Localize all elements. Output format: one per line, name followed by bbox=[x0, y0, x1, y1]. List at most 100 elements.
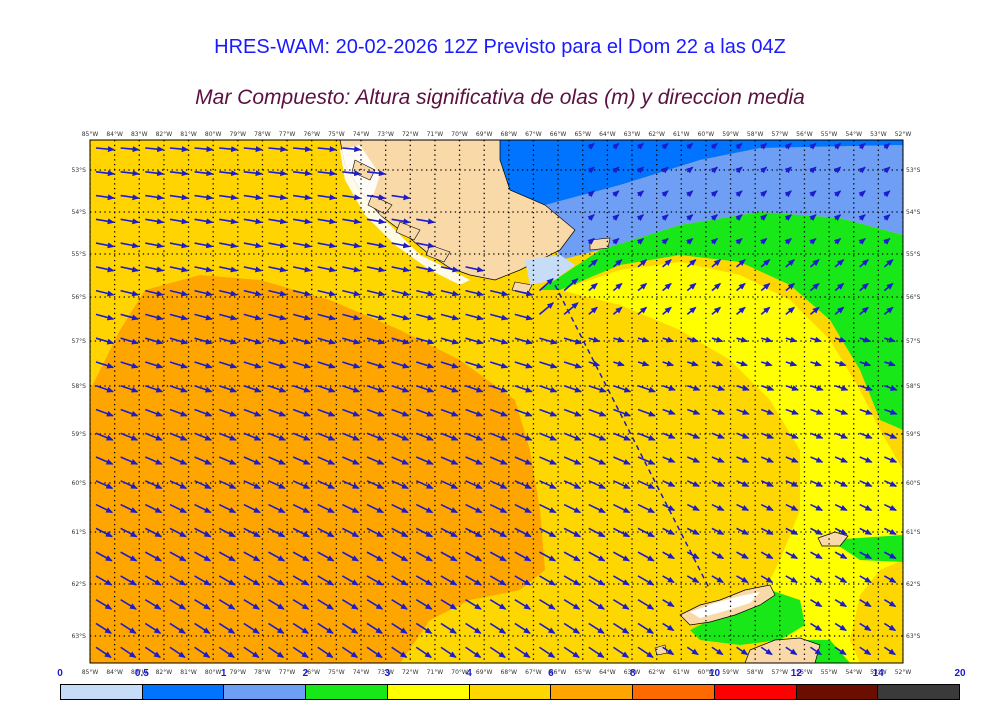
wave-direction-arrow bbox=[489, 313, 509, 321]
ice-south-shetland bbox=[690, 592, 760, 618]
wave-direction-arrow bbox=[514, 480, 533, 490]
wave-direction-arrow bbox=[613, 336, 625, 343]
wave-direction-arrow bbox=[588, 527, 606, 538]
wave-direction-arrow bbox=[760, 336, 773, 343]
coordinate-label: 72°W bbox=[402, 131, 419, 138]
legend-tick-label: 14 bbox=[872, 668, 884, 679]
wave-direction-arrow bbox=[169, 480, 188, 490]
wave-direction-arrow bbox=[194, 170, 214, 177]
wave-direction-arrow bbox=[95, 503, 114, 514]
legend-color-swatch bbox=[714, 685, 797, 699]
wave-direction-arrow bbox=[834, 384, 849, 391]
wave-direction-arrow bbox=[391, 289, 411, 297]
wave-direction-arrow bbox=[637, 456, 656, 465]
wave-direction-arrow bbox=[514, 361, 533, 369]
wave-direction-arrow bbox=[391, 456, 410, 465]
wave-direction-arrow bbox=[440, 480, 459, 490]
wave-direction-arrow bbox=[563, 551, 581, 562]
wave-direction-arrow bbox=[539, 646, 556, 658]
wave-direction-arrow bbox=[810, 336, 822, 343]
wave-direction-arrow bbox=[859, 408, 873, 415]
wave-direction-arrow bbox=[169, 646, 186, 658]
wave-direction-arrow bbox=[95, 194, 115, 201]
wave-direction-arrow bbox=[120, 408, 139, 417]
wave-direction-arrow bbox=[588, 360, 601, 367]
wave-direction-arrow bbox=[539, 598, 556, 610]
wave-direction-arrows bbox=[95, 142, 898, 658]
wave-direction-arrow bbox=[884, 384, 898, 391]
wave-zone-4-6m-light bbox=[90, 140, 340, 390]
wave-direction-arrow bbox=[686, 166, 694, 174]
coordinate-label: 67°W bbox=[525, 131, 542, 138]
wave-direction-arrow bbox=[711, 646, 724, 656]
wave-direction-arrow bbox=[120, 361, 139, 369]
coordinate-label: 56°W bbox=[796, 669, 813, 676]
wave-direction-arrow bbox=[711, 360, 724, 367]
wave-direction-arrow bbox=[637, 384, 656, 393]
wave-direction-arrow bbox=[489, 527, 508, 538]
wave-direction-arrow bbox=[243, 384, 262, 393]
wave-direction-arrow bbox=[292, 361, 312, 369]
wave-direction-arrow bbox=[859, 384, 873, 391]
wave-direction-arrow bbox=[588, 646, 605, 658]
wave-direction-arrow bbox=[710, 237, 719, 245]
wave-direction-arrow bbox=[194, 361, 213, 369]
wave-direction-arrow bbox=[440, 503, 458, 514]
wave-direction-arrow bbox=[95, 361, 115, 369]
wave-direction-arrow bbox=[859, 456, 873, 463]
wave-direction-arrow bbox=[391, 480, 409, 490]
coordinate-label: 80°W bbox=[205, 669, 222, 676]
wave-direction-arrow bbox=[218, 313, 238, 321]
wave-direction-arrow bbox=[268, 598, 285, 610]
wave-direction-arrow bbox=[785, 282, 796, 292]
wave-direction-arrow bbox=[243, 432, 262, 441]
wave-direction-arrow bbox=[465, 313, 484, 321]
wave-direction-arrow bbox=[317, 289, 337, 297]
wave-direction-arrow bbox=[218, 456, 237, 465]
wave-direction-arrow bbox=[883, 575, 897, 584]
wave-direction-arrow bbox=[317, 575, 335, 586]
wave-direction-arrow bbox=[465, 384, 484, 393]
wave-direction-arrow bbox=[440, 266, 460, 273]
wave-direction-arrow bbox=[883, 237, 891, 245]
wave-direction-arrow bbox=[514, 622, 531, 634]
wave-direction-arrow bbox=[292, 575, 310, 586]
coordinate-label: 61°S bbox=[72, 529, 87, 536]
wave-direction-arrow bbox=[711, 551, 725, 560]
wave-direction-arrow bbox=[292, 527, 310, 538]
wave-direction-arrow bbox=[194, 337, 213, 345]
wave-direction-arrow bbox=[194, 527, 212, 538]
wave-direction-arrow bbox=[661, 237, 669, 245]
wave-direction-arrow bbox=[120, 598, 137, 610]
wave-direction-arrow bbox=[637, 432, 656, 441]
coordinate-label: 84°W bbox=[106, 131, 123, 138]
wave-direction-arrow bbox=[120, 456, 139, 465]
wave-direction-arrow bbox=[784, 142, 792, 150]
wave-direction-arrow bbox=[243, 622, 260, 634]
wave-direction-arrow bbox=[686, 214, 694, 221]
wave-direction-arrow bbox=[366, 503, 385, 514]
wave-zone-1-2m bbox=[545, 145, 903, 260]
wave-direction-arrow bbox=[539, 408, 558, 417]
legend-tick-label: 12 bbox=[790, 668, 802, 679]
wave-direction-arrow bbox=[588, 598, 605, 610]
coordinate-label: 58°S bbox=[906, 383, 921, 390]
wave-direction-arrow bbox=[810, 408, 824, 415]
wave-direction-arrow bbox=[489, 384, 509, 393]
wave-direction-arrow bbox=[366, 527, 384, 538]
wave-direction-arrow bbox=[563, 622, 581, 634]
wave-direction-arrow bbox=[169, 146, 189, 153]
wave-direction-arrow bbox=[465, 432, 484, 441]
wave-direction-arrow bbox=[884, 432, 898, 439]
wave-direction-arrow bbox=[661, 166, 669, 174]
wave-direction-arrow bbox=[391, 598, 408, 610]
wave-direction-arrow bbox=[465, 361, 484, 369]
coordinate-label: 77°W bbox=[279, 669, 296, 676]
coordinate-label: 83°W bbox=[131, 669, 148, 676]
wave-direction-arrow bbox=[317, 361, 336, 369]
wave-zone-0.5-1m bbox=[500, 140, 903, 205]
wave-direction-arrow bbox=[440, 289, 460, 297]
wave-direction-arrow bbox=[784, 237, 792, 245]
wave-direction-arrow bbox=[120, 194, 140, 201]
wave-direction-arrow bbox=[341, 527, 360, 538]
